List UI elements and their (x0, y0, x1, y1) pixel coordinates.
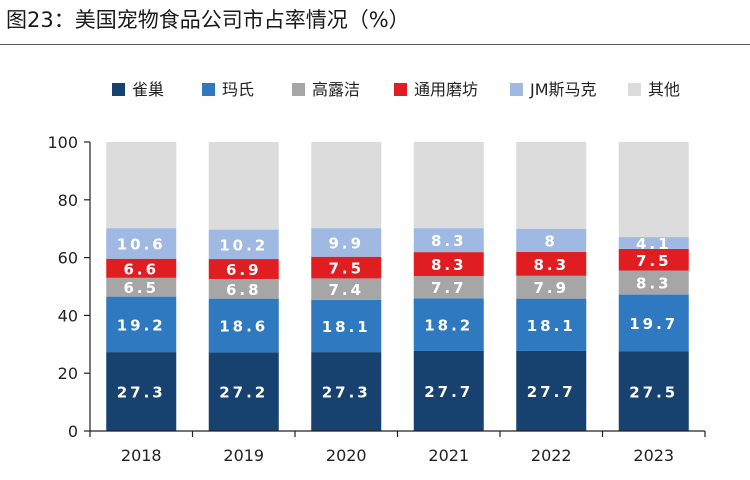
data-label-2023-series-2: 8.3 (636, 275, 672, 293)
bar-2021-series-3 (413, 252, 484, 277)
bar-2018-series-4 (106, 228, 177, 259)
data-label-2023-series-0: 27.5 (629, 383, 678, 401)
data-label-2023-series-1: 19.7 (629, 315, 678, 333)
data-label-2019-series-3: 6.9 (226, 261, 262, 279)
title-divider (0, 44, 750, 45)
legend-label-2: 高露洁 (312, 80, 360, 99)
bar-2021-series-5 (413, 142, 484, 229)
bar-2021-series-4 (413, 228, 484, 253)
data-label-2021-series-3: 8.3 (431, 256, 467, 274)
bar-2019-series-2 (208, 278, 279, 299)
y-tick-label-2: 40 (58, 306, 78, 325)
data-label-2022-series-4: 8 (545, 232, 558, 250)
y-tick-label-3: 60 (58, 249, 78, 268)
legend-label-5: 其他 (648, 80, 680, 99)
bar-2020-series-5 (311, 142, 382, 229)
x-tick-label-5: 2023 (633, 446, 674, 465)
data-label-2019-series-2: 6.8 (226, 281, 262, 299)
chart-title: 图23：美国宠物食品公司市占率情况（%） (6, 8, 410, 32)
bar-2020-series-2 (311, 278, 382, 300)
bar-2018-series-1 (106, 296, 177, 353)
x-tick-label-2: 2020 (326, 446, 367, 465)
data-label-2021-series-2: 7.7 (431, 279, 467, 297)
legend-swatch-1 (202, 83, 215, 96)
data-label-2018-series-1: 19.2 (117, 316, 166, 334)
y-tick-label-1: 20 (58, 364, 78, 383)
data-label-2019-series-4: 10.2 (219, 236, 268, 254)
bar-2019-series-1 (208, 298, 279, 353)
data-label-2022-series-2: 7.9 (533, 279, 569, 297)
bar-2019-series-3 (208, 259, 279, 279)
bar-2023-series-2 (618, 270, 689, 295)
y-tick-label-4: 80 (58, 191, 78, 210)
bar-2021-series-1 (413, 298, 484, 351)
bar-2023-series-5 (618, 142, 689, 238)
data-label-2023-series-3: 7.5 (636, 252, 672, 270)
legend-label-3: 通用磨坊 (414, 80, 478, 99)
data-label-2020-series-3: 7.5 (328, 260, 364, 278)
data-label-2022-series-3: 8.3 (533, 256, 569, 274)
bar-2023-series-1 (618, 294, 689, 352)
bar-2022-series-5 (516, 142, 587, 229)
bar-2021-series-2 (413, 276, 484, 299)
data-label-2021-series-4: 8.3 (431, 232, 467, 250)
bar-2018-series-5 (106, 142, 177, 229)
legend-label-0: 雀巢 (132, 80, 164, 99)
bar-2023-series-4 (618, 237, 689, 249)
x-tick-label-3: 2021 (428, 446, 469, 465)
bar-2020-series-0 (311, 352, 382, 431)
data-label-2018-series-2: 6.5 (123, 279, 159, 297)
data-label-2020-series-2: 7.4 (328, 281, 364, 299)
data-label-2018-series-4: 10.6 (117, 235, 166, 253)
data-label-2022-series-0: 27.7 (527, 383, 576, 401)
legend-swatch-3 (394, 83, 407, 96)
legend-label-4: JM斯马克 (529, 80, 597, 99)
data-label-2019-series-1: 18.6 (219, 318, 268, 336)
y-tick-label-0: 0 (68, 422, 78, 441)
data-label-2020-series-1: 18.1 (322, 318, 371, 336)
bar-2019-series-0 (208, 352, 279, 431)
x-tick-label-4: 2022 (531, 446, 572, 465)
legend-label-1: 玛氏 (222, 80, 254, 99)
y-tick-label-5: 100 (47, 133, 78, 152)
bar-2019-series-4 (208, 229, 279, 260)
legend-swatch-5 (628, 83, 641, 96)
bar-2022-series-3 (516, 251, 587, 276)
legend-swatch-4 (510, 83, 523, 96)
bar-2021-series-0 (413, 350, 484, 431)
bar-2022-series-4 (516, 228, 587, 252)
data-label-2018-series-3: 6.6 (123, 260, 159, 278)
bar-2020-series-4 (311, 228, 382, 257)
data-label-2021-series-1: 18.2 (424, 317, 473, 335)
x-tick-label-0: 2018 (121, 446, 162, 465)
legend-swatch-0 (112, 83, 125, 96)
bar-2022-series-0 (516, 350, 587, 431)
bar-2023-series-3 (618, 248, 689, 271)
data-label-2022-series-1: 18.1 (527, 317, 576, 335)
legend-swatch-2 (292, 83, 305, 96)
data-label-2020-series-4: 9.9 (328, 234, 364, 252)
data-label-2018-series-0: 27.3 (117, 384, 166, 402)
bar-2018-series-0 (106, 352, 177, 431)
data-label-2023-series-4: 4.1 (636, 235, 672, 253)
bar-2022-series-2 (516, 275, 587, 299)
bar-2023-series-0 (618, 351, 689, 431)
data-label-2021-series-0: 27.7 (424, 383, 473, 401)
bar-2020-series-1 (311, 299, 382, 353)
bar-2018-series-3 (106, 258, 177, 278)
data-label-2019-series-0: 27.2 (219, 384, 268, 402)
bar-2019-series-5 (208, 142, 279, 230)
data-label-2020-series-0: 27.3 (322, 384, 371, 402)
bar-2020-series-3 (311, 256, 382, 279)
x-tick-label-1: 2019 (223, 446, 264, 465)
bar-2018-series-2 (106, 277, 177, 297)
bar-2022-series-1 (516, 298, 587, 351)
